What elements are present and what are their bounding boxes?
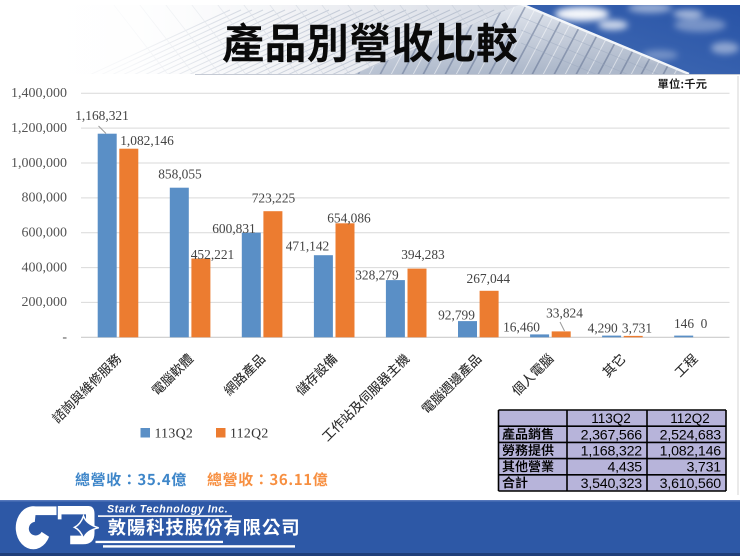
svg-text:113Q2: 113Q2 (591, 411, 631, 426)
svg-text:471,142: 471,142 (286, 239, 330, 254)
svg-text:452,221: 452,221 (191, 247, 235, 262)
svg-text:92,799: 92,799 (438, 307, 475, 322)
svg-text:1,082,146: 1,082,146 (660, 444, 722, 460)
svg-text:0: 0 (701, 316, 708, 331)
svg-text:328,279: 328,279 (355, 268, 399, 283)
svg-text:-: - (62, 330, 67, 345)
svg-text:654,086: 654,086 (327, 211, 371, 226)
svg-text:16,460: 16,460 (503, 320, 540, 335)
svg-text:3,731: 3,731 (686, 460, 721, 476)
svg-text:112Q2: 112Q2 (230, 426, 269, 441)
svg-text:Stark Technology Inc.: Stark Technology Inc. (107, 504, 228, 516)
svg-text:3,540,323: 3,540,323 (581, 476, 643, 492)
svg-text:600,831: 600,831 (212, 221, 256, 236)
svg-text:600,000: 600,000 (22, 226, 68, 241)
svg-text:146: 146 (674, 316, 694, 331)
svg-text:400,000: 400,000 (22, 260, 68, 275)
svg-text:858,055: 858,055 (158, 167, 202, 182)
svg-text:33,824: 33,824 (546, 306, 583, 321)
svg-text:267,044: 267,044 (467, 271, 511, 286)
svg-text:4,435: 4,435 (607, 460, 642, 476)
svg-text:1,168,321: 1,168,321 (75, 108, 129, 123)
svg-text:1,168,322: 1,168,322 (581, 444, 643, 460)
svg-text:723,225: 723,225 (252, 191, 296, 206)
svg-text:2,367,566: 2,367,566 (581, 427, 643, 443)
svg-text:1,200,000: 1,200,000 (11, 121, 67, 136)
svg-text:394,283: 394,283 (401, 247, 445, 262)
svg-text:3,731: 3,731 (622, 320, 652, 335)
svg-text:113Q2: 113Q2 (155, 426, 194, 441)
svg-text:200,000: 200,000 (22, 295, 68, 310)
svg-text:3,610,560: 3,610,560 (660, 476, 722, 492)
svg-text:1,000,000: 1,000,000 (11, 156, 67, 171)
svg-text:800,000: 800,000 (22, 191, 68, 206)
svg-text:4,290: 4,290 (588, 320, 618, 335)
svg-text:112Q2: 112Q2 (670, 411, 710, 426)
svg-text:1,400,000: 1,400,000 (11, 86, 67, 101)
svg-text:1,082,146: 1,082,146 (120, 133, 174, 148)
svg-text:2,524,683: 2,524,683 (660, 427, 722, 443)
